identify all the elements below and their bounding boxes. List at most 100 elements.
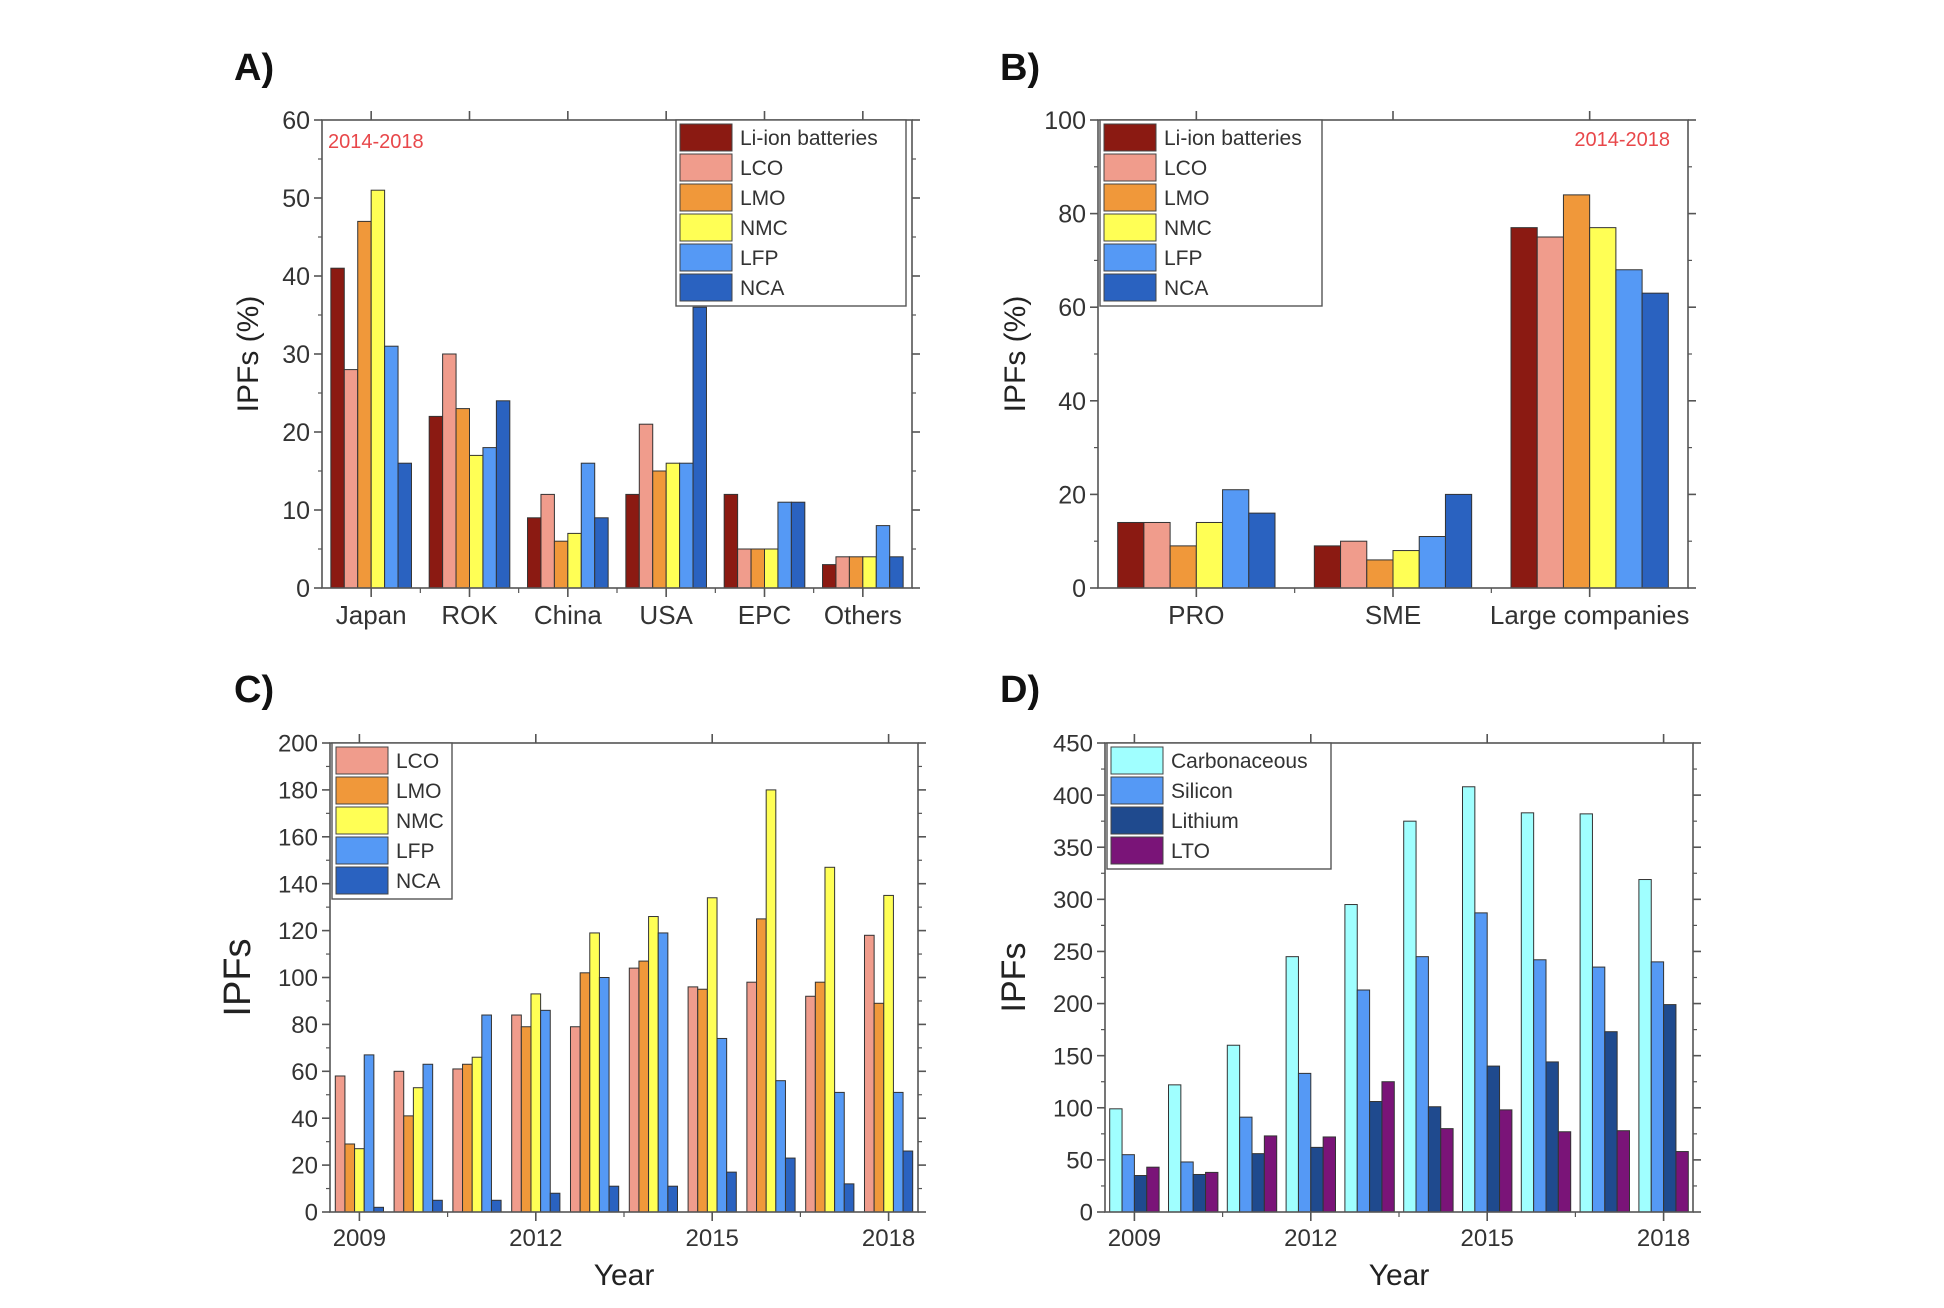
bar-lfp-usa	[679, 462, 694, 589]
bar-nca-2015	[726, 1171, 737, 1213]
bar-silicon-2014	[1415, 956, 1429, 1213]
bar-lco-usa	[638, 423, 654, 589]
bar-lithium-2013	[1369, 1101, 1383, 1213]
x-category-label: Others	[824, 600, 902, 630]
bar-carbonaceous-2017	[1579, 813, 1593, 1213]
legend-label: Carbonaceous	[1171, 750, 1308, 773]
bar-lco-others	[835, 556, 850, 589]
legend: Li-ion batteries LCO LMO NMC LFP NCA	[1099, 119, 1323, 307]
bar-nca-2017	[843, 1183, 855, 1213]
legend-swatch	[335, 836, 389, 865]
panel-a: A) 0 10 20 30 40 50 60 IPFs (%) Japan ROK China USA E…	[232, 47, 920, 630]
bar-lco-2016	[746, 981, 758, 1213]
bar-lco-2012	[511, 1014, 522, 1213]
legend-label: LMO	[1164, 187, 1210, 210]
legend-swatch	[1110, 746, 1164, 775]
y-tick-label: 40	[291, 1106, 318, 1133]
x-tick-label: 2015	[1461, 1225, 1514, 1252]
x-category-label: ROK	[441, 600, 498, 630]
period-annotation: 2014-2018	[328, 131, 424, 153]
legend: Carbonaceous Silicon Lithium LTO	[1106, 742, 1332, 870]
legend: LCO LMO NMC LFP NCA	[331, 742, 453, 900]
bar-nmc-china	[567, 532, 582, 589]
bar-lmo-2010	[403, 1115, 414, 1213]
x-axis-title: Year	[1369, 1259, 1430, 1292]
legend-label: LFP	[740, 247, 779, 270]
bar-nmc-2009	[354, 1148, 365, 1213]
y-tick-label: 150	[1053, 1043, 1093, 1070]
bar-nmc-others	[862, 556, 877, 589]
bar-lithium-2010	[1192, 1173, 1207, 1213]
bar-nca-large-companies	[1641, 292, 1669, 589]
legend-swatch	[679, 213, 733, 242]
bar-lfp-rok	[482, 447, 497, 589]
y-tick-label: 180	[278, 778, 318, 805]
bar-silicon-2017	[1591, 966, 1606, 1213]
bar-li-ion-batteries-rok	[428, 415, 444, 589]
legend-label: NCA	[1164, 277, 1208, 300]
bar-nmc-2015	[706, 897, 718, 1213]
y-tick-label: 40	[282, 263, 310, 291]
bar-lmo-2009	[344, 1143, 356, 1213]
bar-lithium-2017	[1604, 1031, 1618, 1213]
x-category-label: EPC	[738, 600, 791, 630]
bar-lfp-large-companies	[1615, 269, 1643, 589]
bar-lco-japan	[343, 369, 359, 589]
y-tick-label: 200	[278, 731, 318, 758]
bar-lto-2010	[1205, 1171, 1219, 1213]
legend-label: Li-ion batteries	[740, 127, 878, 150]
y-tick-label: 200	[1053, 991, 1093, 1018]
bar-lco-2015	[687, 986, 699, 1213]
bar-lmo-2011	[462, 1063, 473, 1213]
legend-label: LCO	[740, 157, 783, 180]
bar-silicon-2012	[1297, 1072, 1312, 1213]
bar-nmc-pro	[1195, 521, 1224, 589]
bar-lfp-2015	[716, 1037, 728, 1213]
bar-lto-2013	[1381, 1081, 1395, 1213]
legend-label: LFP	[396, 840, 435, 863]
bar-lco-sme	[1340, 540, 1368, 589]
legend-label: NMC	[396, 810, 444, 833]
bar-li-ion-batteries-large-companies	[1510, 227, 1538, 589]
bar-lfp-2012	[540, 1009, 551, 1213]
bar-nca-china	[594, 517, 609, 589]
bar-lto-2018	[1675, 1151, 1689, 1213]
bar-nca-2013	[608, 1185, 620, 1213]
bar-carbonaceous-2018	[1638, 879, 1652, 1213]
bar-lithium-2016	[1545, 1061, 1559, 1213]
x-category-label: PRO	[1168, 600, 1224, 630]
legend-swatch	[335, 776, 389, 805]
y-tick-label: 0	[305, 1200, 318, 1227]
bar-lto-2015	[1499, 1109, 1513, 1213]
bar-nmc-rok	[469, 454, 484, 589]
legend-swatch	[335, 746, 389, 775]
panel-label: A)	[234, 47, 274, 89]
y-tick-label: 10	[282, 497, 310, 525]
y-tick-label: 20	[1058, 481, 1086, 509]
x-tick-label: 2018	[862, 1225, 915, 1252]
bar-lfp-2018	[892, 1091, 904, 1213]
bar-nmc-2018	[883, 894, 894, 1213]
legend-swatch	[1103, 273, 1157, 302]
bar-carbonaceous-2012	[1285, 956, 1299, 1213]
bar-lco-2010	[393, 1070, 405, 1213]
bar-carbonaceous-2009	[1109, 1108, 1123, 1213]
bar-lmo-epc	[750, 548, 765, 589]
legend-swatch	[1103, 153, 1157, 182]
bar-lfp-2014	[657, 932, 669, 1213]
legend-label: Silicon	[1171, 780, 1233, 803]
bar-lmo-rok	[455, 408, 470, 589]
bar-silicon-2009	[1121, 1154, 1135, 1213]
x-tick-label: 2009	[333, 1225, 386, 1252]
y-tick-label: 60	[1058, 294, 1086, 322]
bar-lfp-china	[580, 462, 596, 589]
legend-swatch	[335, 866, 389, 895]
bar-carbonaceous-2011	[1226, 1044, 1241, 1213]
y-tick-label: 20	[282, 419, 310, 447]
bar-silicon-2011	[1239, 1116, 1253, 1213]
bar-lfp-2010	[422, 1063, 434, 1213]
bar-lfp-2011	[481, 1014, 492, 1213]
legend-swatch	[1103, 183, 1157, 212]
legend-swatch	[679, 273, 733, 302]
x-category-label: China	[534, 600, 602, 630]
